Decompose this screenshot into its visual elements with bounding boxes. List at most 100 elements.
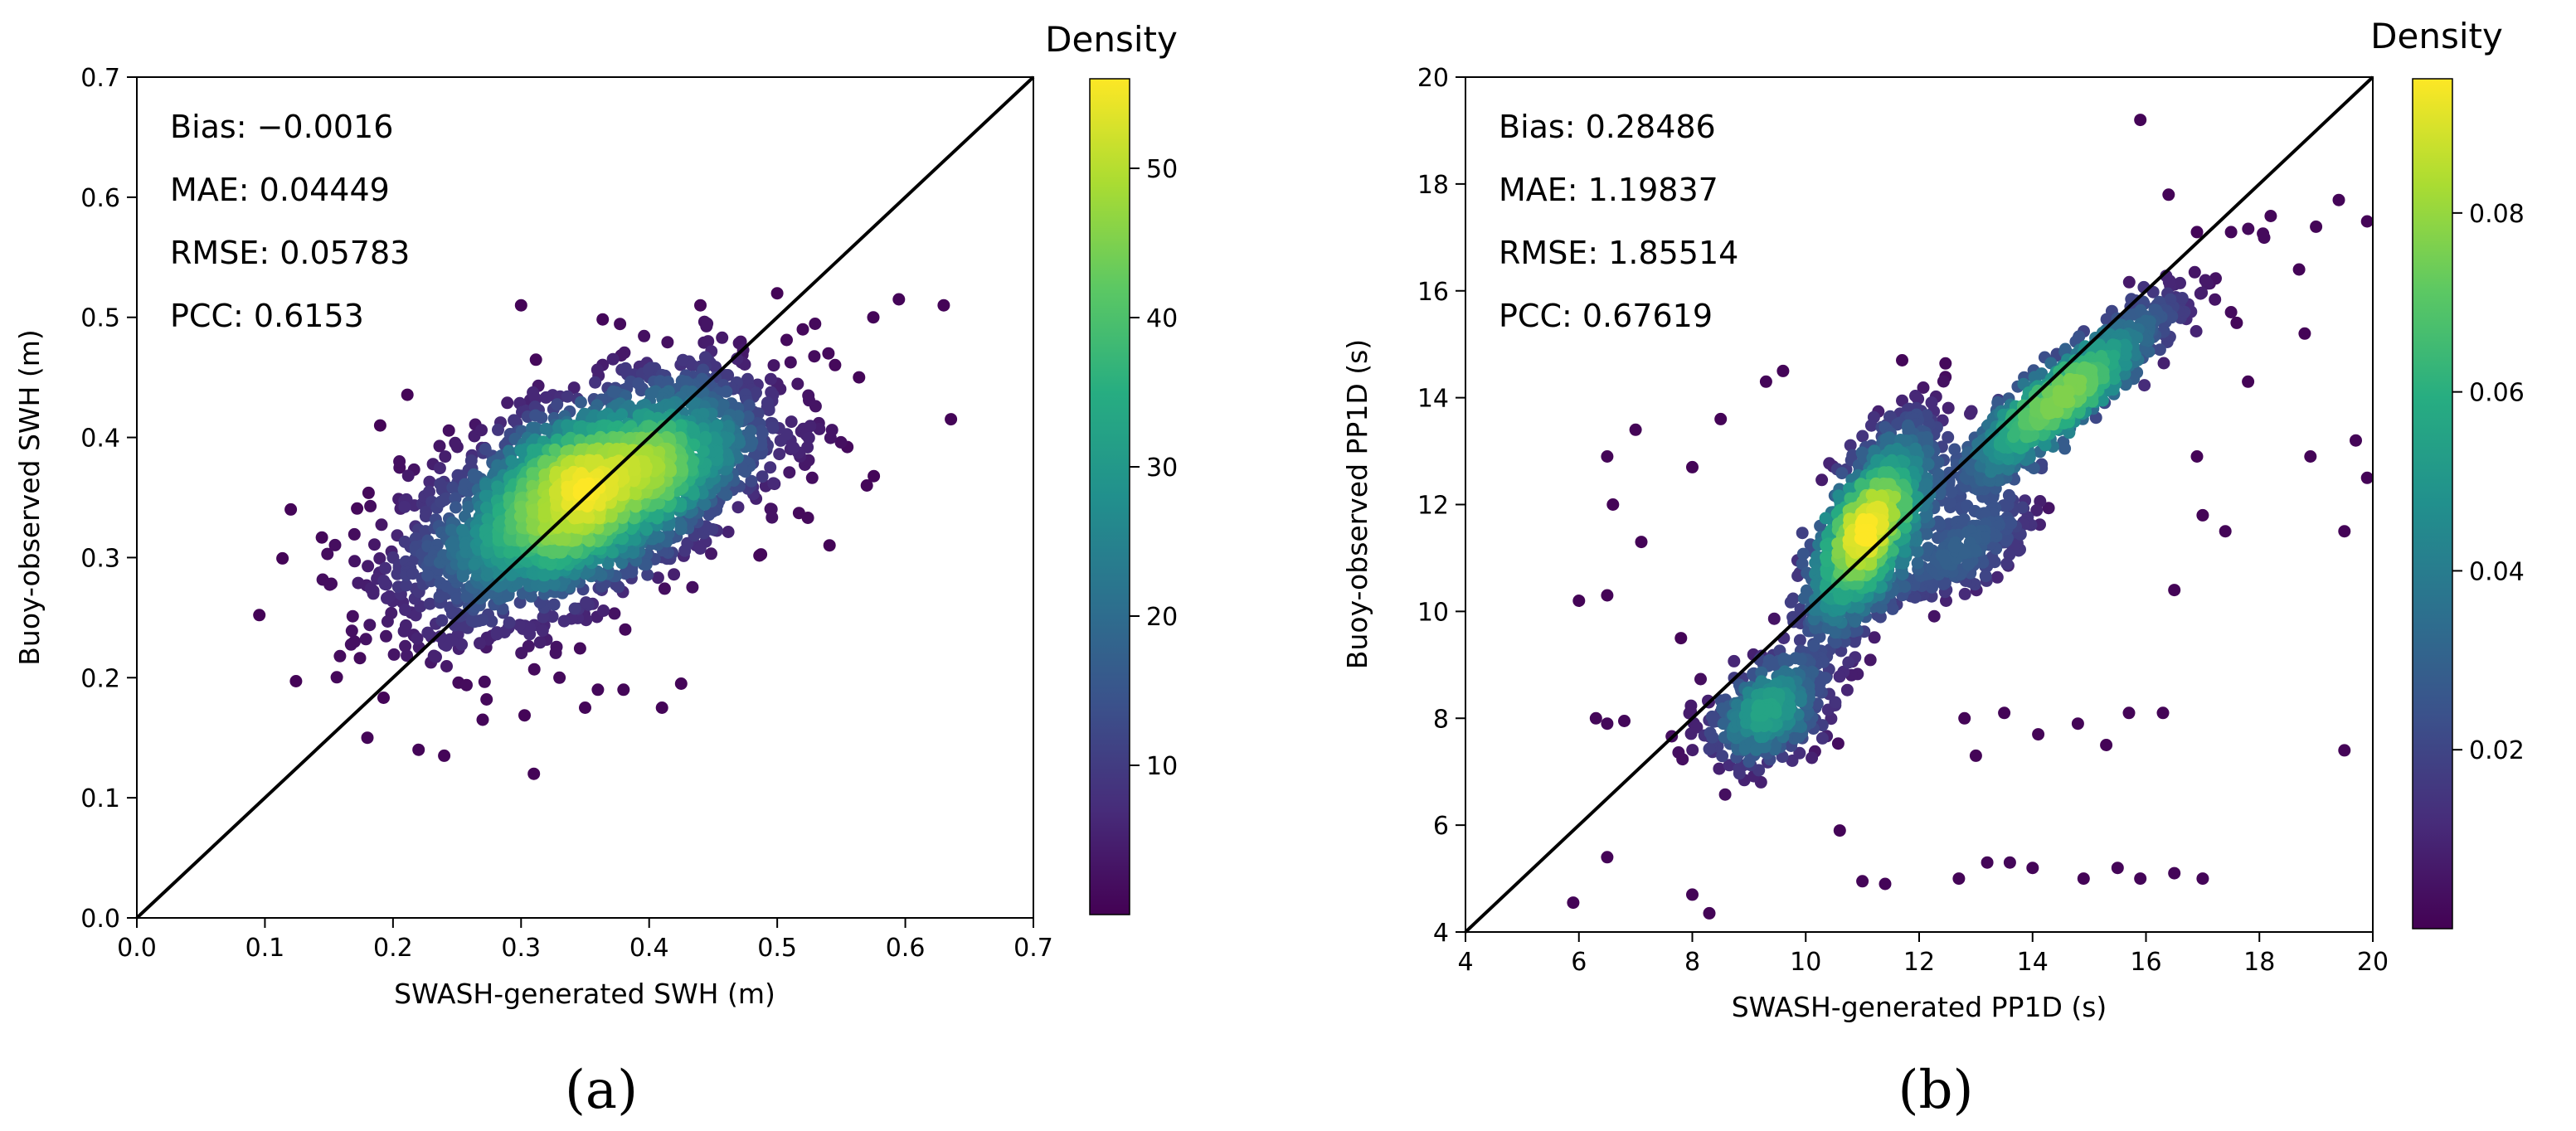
- data-point: [1856, 430, 1869, 443]
- data-point: [397, 624, 411, 638]
- data-point: [834, 435, 848, 449]
- data-point: [583, 534, 595, 547]
- data-point: [1921, 435, 1934, 449]
- data-point: [628, 512, 641, 525]
- data-point: [2122, 275, 2136, 289]
- data-point: [2156, 706, 2170, 720]
- data-point: [450, 592, 464, 605]
- data-point: [608, 607, 621, 620]
- data-point: [702, 508, 716, 522]
- data-point: [1714, 412, 1728, 425]
- data-point: [567, 381, 581, 395]
- data-point: [364, 499, 377, 512]
- data-point: [606, 385, 620, 398]
- data-point: [515, 647, 528, 660]
- data-point: [1952, 872, 1966, 886]
- data-point: [1684, 705, 1697, 718]
- data-point: [674, 518, 688, 532]
- data-point: [616, 532, 629, 545]
- data-point: [1864, 653, 1877, 667]
- data-point: [1601, 450, 1614, 463]
- data-point: [1819, 672, 1832, 685]
- stat-line: MAE: 0.04449: [170, 172, 390, 208]
- data-point: [1917, 381, 1930, 394]
- data-point: [2292, 263, 2306, 276]
- data-point: [551, 433, 564, 446]
- data-point: [398, 536, 411, 548]
- data-point: [764, 461, 777, 474]
- data-point: [353, 652, 367, 665]
- data-point: [455, 638, 469, 651]
- data-point: [1795, 653, 1807, 666]
- data-point: [423, 485, 435, 498]
- data-point: [1830, 636, 1842, 649]
- data-point: [770, 287, 784, 300]
- data-point: [492, 423, 504, 436]
- panel-label-a: (a): [565, 1060, 638, 1121]
- data-point: [937, 299, 950, 312]
- data-point: [538, 506, 551, 519]
- data-point: [1896, 568, 1909, 581]
- data-point: [533, 636, 547, 649]
- data-point: [1703, 906, 1716, 920]
- data-point: [2026, 862, 2039, 875]
- data-point: [2150, 303, 2163, 317]
- data-point: [625, 566, 639, 579]
- data-point: [1990, 570, 2004, 584]
- data-point: [626, 454, 639, 468]
- data-point: [2360, 471, 2373, 484]
- data-point: [2190, 325, 2203, 337]
- data-point: [435, 614, 449, 627]
- y-axis-ticks-a: 0.00.10.20.30.40.50.60.7: [80, 64, 137, 934]
- data-point: [1755, 666, 1768, 679]
- data-point: [774, 434, 787, 447]
- data-point: [399, 639, 412, 653]
- data-point: [1939, 357, 1952, 370]
- data-point: [596, 410, 610, 423]
- data-point: [791, 377, 804, 391]
- data-point: [615, 556, 629, 570]
- data-point: [608, 444, 621, 457]
- data-point: [1733, 762, 1746, 775]
- x-axis-label-a: SWASH-generated SWH (m): [394, 978, 775, 1010]
- data-point: [2196, 508, 2209, 522]
- x-tick-label: 0.7: [1013, 934, 1053, 963]
- data-point: [1948, 443, 1961, 456]
- data-point: [822, 347, 835, 360]
- data-point: [528, 400, 542, 414]
- data-point: [867, 311, 880, 324]
- data-point: [321, 547, 334, 561]
- data-point: [1684, 727, 1698, 740]
- data-point: [2219, 525, 2232, 538]
- data-point: [2016, 501, 2029, 514]
- data-point: [479, 443, 492, 456]
- data-point: [1674, 632, 1688, 645]
- data-point: [693, 542, 707, 555]
- data-point: [1896, 394, 1908, 407]
- data-point: [823, 539, 836, 552]
- data-point: [1629, 423, 1642, 436]
- identity-line-a: [135, 75, 1035, 920]
- data-point: [668, 568, 681, 581]
- data-point: [1922, 541, 1935, 555]
- data-point: [589, 376, 602, 389]
- data-point: [655, 701, 668, 714]
- data-point: [1842, 656, 1855, 669]
- data-point: [756, 470, 769, 483]
- data-point: [1807, 639, 1820, 653]
- data-point: [1833, 670, 1846, 683]
- data-point: [2350, 434, 2362, 447]
- data-point: [2188, 265, 2201, 279]
- data-point: [1938, 576, 1951, 590]
- data-point: [1796, 557, 1809, 570]
- data-point: [2338, 525, 2351, 538]
- data-point: [501, 396, 514, 410]
- data-point: [449, 436, 462, 449]
- data-point: [1900, 434, 1913, 448]
- data-point: [462, 501, 475, 513]
- data-point: [705, 547, 717, 561]
- data-point: [315, 531, 328, 544]
- x-tick-label: 0.3: [501, 934, 541, 963]
- data-point: [1958, 546, 1971, 560]
